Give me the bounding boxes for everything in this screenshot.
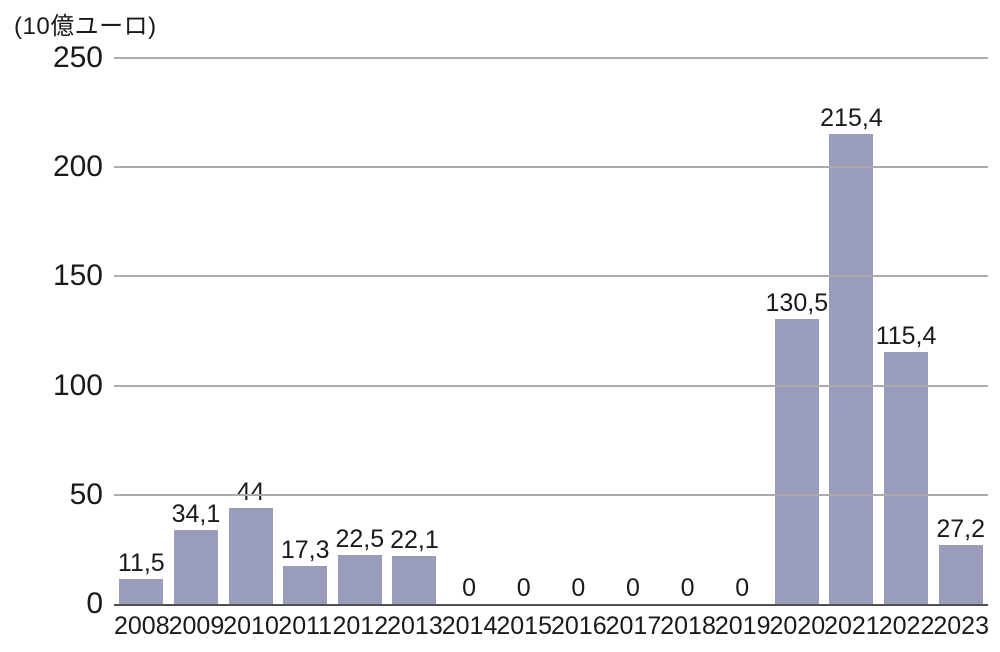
y-tick-label: 0 (86, 587, 103, 620)
bar-column: 11,5 (114, 58, 169, 604)
bar (283, 566, 328, 604)
bars-container: 11,5 34,1 44 17,3 22,5 22,1 0 0 0 0 0 0 130,5 215,4 11… (114, 58, 988, 604)
gridline (114, 166, 988, 169)
bar (774, 319, 819, 604)
x-tick-label: 2008 (114, 612, 170, 640)
gridline (114, 384, 988, 387)
gridline (114, 275, 988, 278)
x-tick-label: 2009 (168, 612, 225, 640)
bar-column: 0 (660, 58, 715, 604)
bar-value-label: 130,5 (765, 289, 829, 317)
bar-value-label: 44 (236, 477, 265, 506)
y-axis: 0 50 100 150 200 250 (0, 0, 103, 652)
chart-title: (10億ユーロ) (14, 13, 157, 40)
bar-column: 22,1 (387, 58, 442, 604)
x-tick-label: 2023 (933, 612, 989, 640)
bar-column: 0 (606, 58, 661, 604)
x-tick-label: 2021 (824, 612, 880, 640)
bar-value-label: 0 (735, 574, 750, 602)
bar-column: 130,5 (766, 58, 828, 604)
bar-value-label: 17,3 (280, 536, 330, 565)
y-tick-label: 50 (69, 477, 103, 511)
bar-column: 0 (496, 58, 551, 604)
x-tick-label: 2019 (714, 612, 771, 640)
bar (392, 555, 437, 604)
plot-area: 11,5 34,1 44 17,3 22,5 22,1 0 0 0 0 0 0 130,5 215,4 11… (114, 57, 988, 606)
bar-value-label: 0 (571, 574, 586, 602)
x-tick-label: 2015 (496, 612, 552, 640)
x-tick-label: 2014 (441, 612, 498, 640)
bar (173, 529, 218, 604)
bar-value-label: 115,4 (875, 321, 937, 350)
bar-column: 27,2 (933, 58, 988, 604)
bar-value-label: 0 (462, 574, 477, 602)
y-tick-label: 250 (52, 41, 103, 74)
bar (228, 507, 273, 604)
x-axis: 2008 2009 2010 2011 2012 2013 2014 2015 2016 2017… (114, 612, 989, 641)
bar-value-label: 11,5 (117, 548, 165, 577)
bar-column: 22,5 (333, 58, 388, 604)
bar-value-label: 22,1 (390, 525, 439, 554)
gridline (114, 493, 988, 496)
x-tick-label: 2012 (332, 612, 389, 640)
bar (119, 578, 164, 604)
x-tick-label: 2011 (278, 612, 333, 640)
bar (938, 544, 983, 604)
y-tick-label: 200 (52, 150, 103, 184)
x-tick-label: 2010 (223, 612, 279, 640)
bar-value-label: 0 (516, 574, 531, 602)
bar-value-label: 0 (625, 574, 640, 602)
bar (829, 133, 874, 604)
bar-value-label: 0 (680, 574, 695, 602)
bar-column: 44 (223, 58, 278, 604)
bar-column: 0 (715, 58, 770, 604)
bar-value-label: 215,4 (820, 103, 883, 132)
y-tick-label: 150 (52, 259, 103, 293)
x-tick-label: 2016 (551, 612, 607, 640)
bar-column: 215,4 (820, 58, 883, 604)
x-tick-label: 2013 (387, 612, 443, 640)
bar-column: 34,1 (169, 58, 224, 604)
bar (337, 554, 382, 604)
y-tick-label: 100 (52, 368, 103, 402)
bar-value-label: 22,5 (335, 524, 385, 553)
bar-column: 0 (551, 58, 606, 604)
bar-column: 17,3 (278, 58, 333, 604)
x-tick-label: 2022 (878, 612, 935, 640)
gridline (114, 57, 988, 59)
bar-column: 115,4 (875, 58, 937, 604)
x-tick-label: 2020 (769, 612, 826, 640)
x-tick-label: 2018 (660, 612, 716, 640)
bar-value-label: 27,2 (936, 514, 986, 543)
x-tick-label: 2017 (605, 612, 662, 640)
bar (884, 351, 929, 604)
bar-value-label: 34,1 (171, 499, 221, 528)
bar-column: 0 (442, 58, 497, 604)
